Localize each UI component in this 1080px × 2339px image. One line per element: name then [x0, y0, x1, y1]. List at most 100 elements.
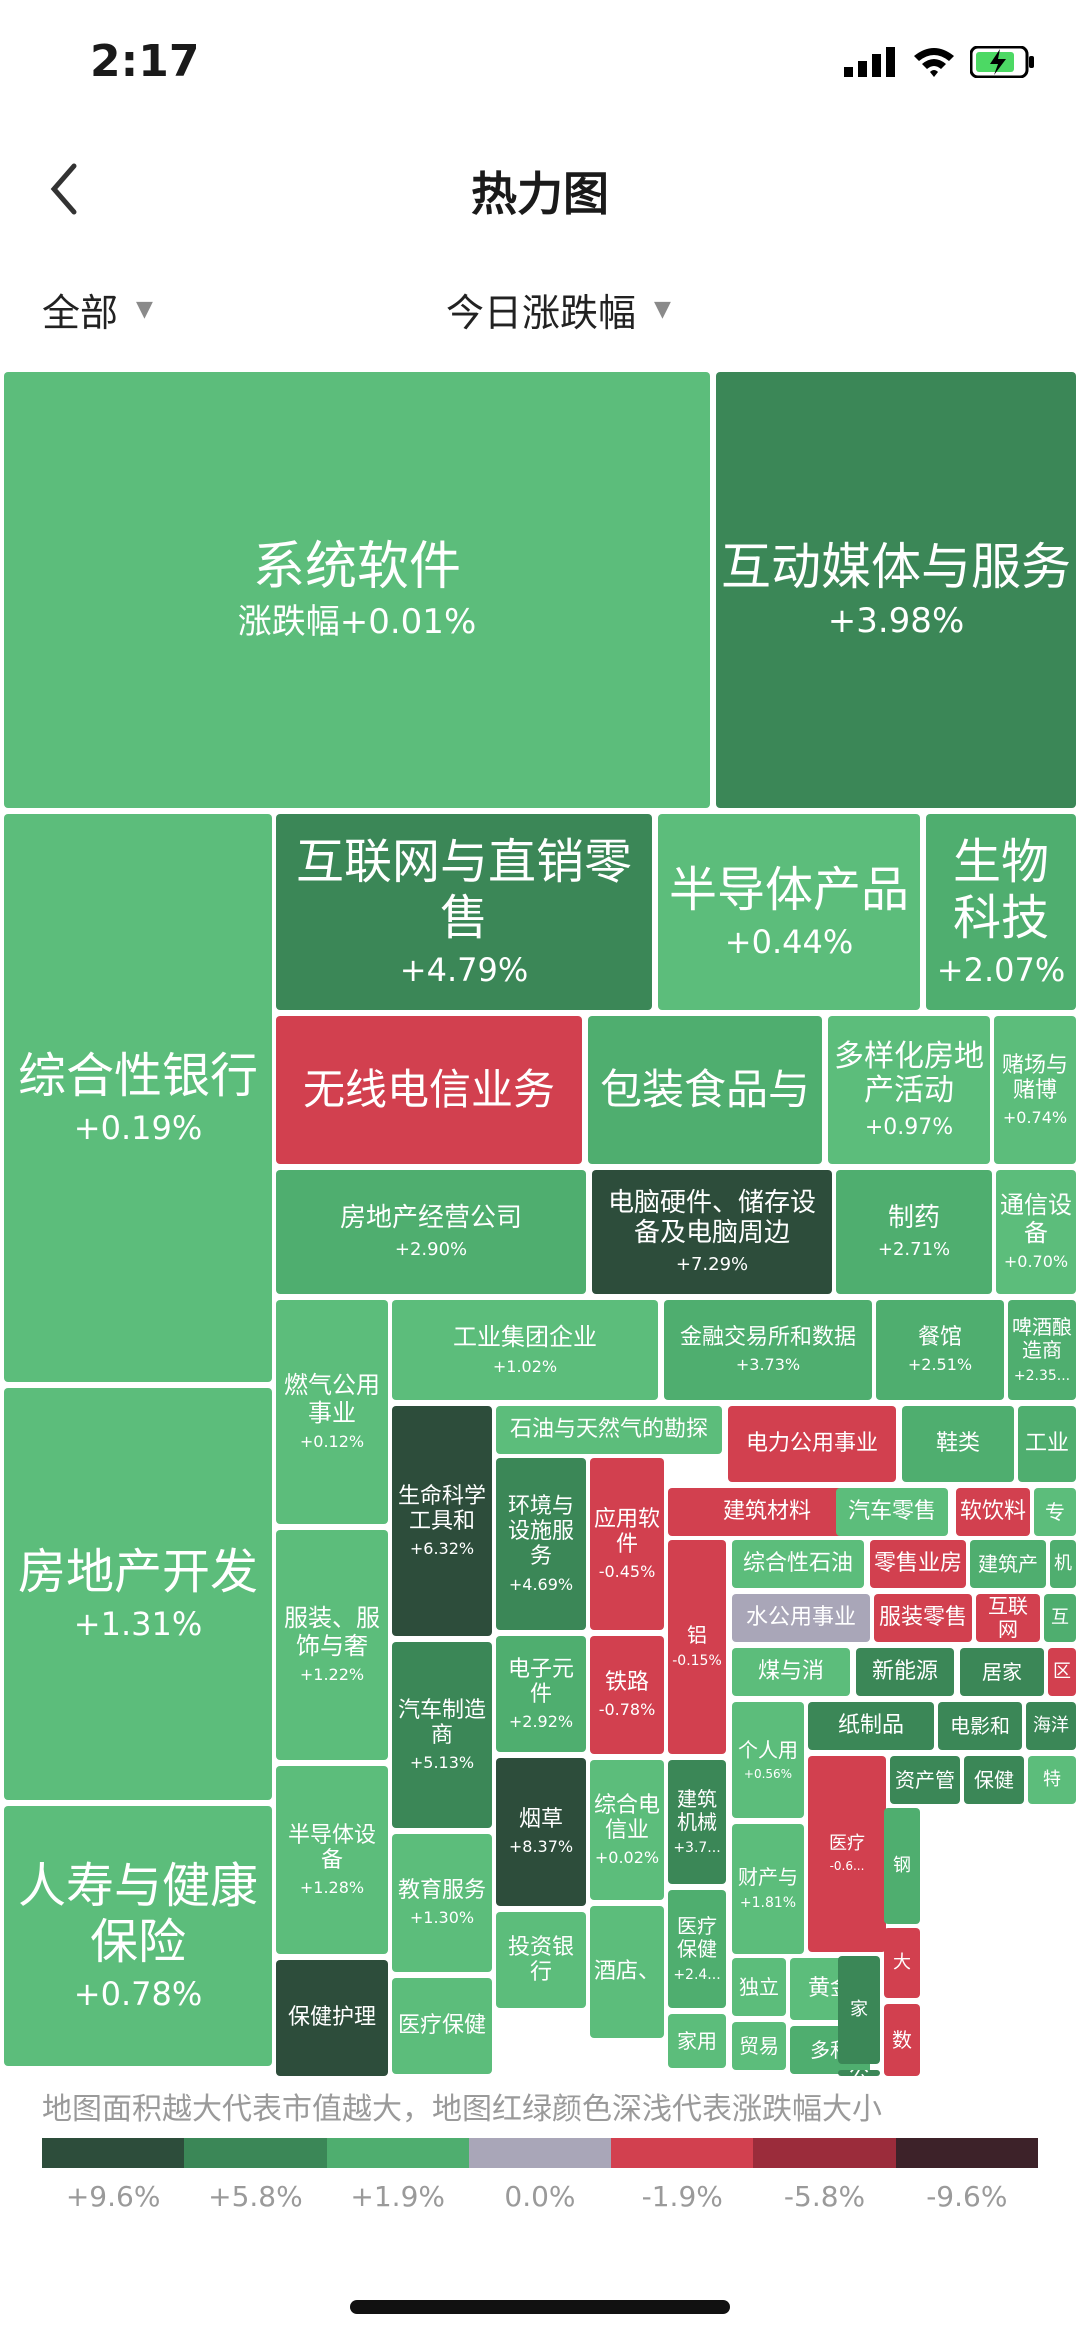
heatmap-tile[interactable]: 个人用 +0.56%	[732, 1702, 804, 1818]
heatmap-tile[interactable]: 汽车制造商 +5.13%	[392, 1642, 492, 1828]
heatmap-tile[interactable]: 教育服务 +1.30%	[392, 1834, 492, 1972]
tile-name: 烟草	[518, 1807, 563, 1833]
heatmap-tile[interactable]: 电力公用事业	[728, 1406, 896, 1482]
heatmap-tile[interactable]: 保健护理	[276, 1960, 388, 2076]
scope-dropdown[interactable]: 全部 ▼	[42, 282, 153, 337]
tile-name: 互动媒体与服务	[721, 537, 1071, 596]
heatmap-tile[interactable]: 人寿与健康保险 +0.78%	[4, 1806, 272, 2066]
heatmap-tile[interactable]: 公	[838, 2070, 880, 2076]
heatmap-tile[interactable]: 新能源	[856, 1648, 954, 1696]
heatmap-tile[interactable]: 电影和	[938, 1702, 1022, 1750]
heatmap-tile[interactable]: 服装、服饰与奢 +1.22%	[276, 1530, 388, 1760]
tile-name: 系统软件	[252, 536, 461, 597]
tile-name: 特	[1043, 1768, 1061, 1790]
heatmap-tile[interactable]: 啤酒酿造商 +2.35...	[1008, 1300, 1076, 1400]
heatmap-tile[interactable]: 水公用事业	[732, 1594, 870, 1642]
heatmap-tile[interactable]: 房地产经营公司 +2.90%	[276, 1170, 586, 1294]
heatmap-tile[interactable]: 生物科技 +2.07%	[926, 814, 1076, 1010]
heatmap-tile[interactable]: 电子元件 +2.92%	[496, 1636, 586, 1752]
heatmap-tile[interactable]: 财产与 +1.81%	[732, 1824, 804, 1954]
heatmap-tile[interactable]: 建筑材料	[668, 1488, 866, 1536]
heatmap-tile[interactable]: 赌场与赌博 +0.74%	[994, 1016, 1076, 1164]
heatmap-tile[interactable]: 数	[884, 2004, 920, 2076]
heatmap-tile[interactable]: 燃气公用事业 +0.12%	[276, 1300, 388, 1524]
heatmap-tile[interactable]: 医疗 -0.6...	[808, 1756, 886, 1952]
heatmap-tile[interactable]: 综合性银行 +0.19%	[4, 814, 272, 1382]
tile-name: 公	[849, 2070, 869, 2076]
heatmap-tile[interactable]: 铝 -0.15%	[668, 1540, 726, 1754]
heatmap-tile[interactable]: 机	[1050, 1540, 1076, 1588]
heatmap-tile[interactable]: 房地产开发 +1.31%	[4, 1388, 272, 1800]
heatmap-tile[interactable]: 钢	[884, 1808, 920, 1924]
heatmap-tile[interactable]: 无线电信业务	[276, 1016, 582, 1164]
tile-name: 石油与天然气的勘探	[509, 1417, 708, 1443]
heatmap-tile[interactable]: 酒店、	[590, 1906, 664, 2038]
tile-name: 无线电信业务	[302, 1064, 555, 1114]
heatmap-tile[interactable]: 互动媒体与服务 +3.98%	[716, 372, 1076, 808]
tile-name: 保健	[974, 1767, 1014, 1792]
heatmap-tile[interactable]: 建筑产	[970, 1540, 1046, 1588]
heatmap-tile[interactable]: 零售业房	[870, 1540, 966, 1588]
heatmap-tile[interactable]: 金融交易所和数据 +3.73%	[664, 1300, 872, 1400]
tile-name: 包装食品与	[599, 1064, 810, 1114]
metric-dropdown[interactable]: 今日涨跌幅 ▼	[446, 282, 671, 337]
tile-name: 建筑产	[978, 1551, 1038, 1576]
heatmap-tile[interactable]: 保健	[964, 1756, 1024, 1804]
heatmap-tile[interactable]: 烟草 +8.37%	[496, 1758, 586, 1906]
heatmap-tile[interactable]: 铁路 -0.78%	[590, 1636, 664, 1754]
tile-name: 半导体设备	[287, 1822, 376, 1873]
heatmap-tile[interactable]: 石油与天然气的勘探	[496, 1406, 722, 1454]
heatmap-tile[interactable]: 工业集团企业 +1.02%	[392, 1300, 658, 1400]
heatmap-tile[interactable]: 软饮料	[956, 1488, 1030, 1536]
heatmap-tile[interactable]: 环境与设施服务 +4.69%	[496, 1458, 586, 1630]
heatmap-tile[interactable]: 汽车零售	[836, 1488, 948, 1536]
heatmap-tile[interactable]: 纸制品	[808, 1702, 934, 1750]
tile-name: 人寿与健康保险	[17, 1858, 258, 1970]
tile-name: 半导体产品	[668, 862, 909, 918]
heatmap-tile[interactable]: 煤与消	[732, 1648, 850, 1696]
heatmap-tile[interactable]: 应用软件 -0.45%	[590, 1458, 664, 1630]
tile-name: 大	[893, 1951, 911, 1973]
heatmap-tile[interactable]: 医疗保健 +2.4...	[668, 1890, 726, 2008]
heatmap-tile[interactable]: 区	[1048, 1648, 1076, 1696]
heatmap-tile[interactable]: 包装食品与	[588, 1016, 822, 1164]
heatmap-tile[interactable]: 互	[1044, 1594, 1076, 1642]
heatmap-tile[interactable]: 半导体设备 +1.28%	[276, 1766, 388, 1954]
heatmap-tile[interactable]: 电脑硬件、储存设备及电脑周边 +7.29%	[592, 1170, 832, 1294]
tile-name: 纸制品	[837, 1713, 904, 1739]
heatmap-tile[interactable]: 多样化房地产活动 +0.97%	[828, 1016, 990, 1164]
tile-change: +0.44%	[724, 923, 854, 962]
scope-label: 全部	[42, 291, 119, 335]
heatmap-tile[interactable]: 服装零售	[874, 1594, 972, 1642]
heatmap-tile[interactable]: 半导体产品 +0.44%	[658, 814, 920, 1010]
heatmap-tile[interactable]: 系统软件 涨跌幅+0.01%	[4, 372, 710, 808]
heatmap-tile[interactable]: 综合电信业 +0.02%	[590, 1760, 664, 1900]
heatmap-tile[interactable]: 互联网与直销零售 +4.79%	[276, 814, 652, 1010]
heatmap-tile[interactable]: 鞋类	[902, 1406, 1014, 1482]
heatmap-tile[interactable]: 海洋	[1026, 1702, 1076, 1750]
heatmap-tile[interactable]: 居家	[960, 1648, 1044, 1696]
heatmap-tile[interactable]: 资产管	[890, 1756, 960, 1804]
heatmap-tile[interactable]: 通信设备 +0.70%	[996, 1170, 1076, 1294]
back-button[interactable]	[48, 162, 88, 222]
tile-name: 财产与	[738, 1865, 798, 1890]
legend-color-bar	[42, 2138, 1038, 2168]
heatmap-tile[interactable]: 贸易	[732, 2022, 786, 2070]
heatmap-tile[interactable]: 工业	[1018, 1406, 1076, 1482]
heatmap-tile[interactable]: 医疗保健	[392, 1978, 492, 2074]
heatmap-tile[interactable]: 生命科学工具和 +6.32%	[392, 1406, 492, 1636]
tile-name: 汽车零售	[847, 1499, 936, 1525]
heatmap-tile[interactable]: 特	[1028, 1756, 1076, 1804]
heatmap-tile[interactable]: 独立	[732, 1958, 786, 2016]
heatmap-tile[interactable]: 餐馆 +2.51%	[876, 1300, 1004, 1400]
heatmap-tile[interactable]: 综合性石油	[732, 1540, 864, 1588]
tile-name: 啤酒酿造商	[1012, 1314, 1072, 1362]
heatmap-tile[interactable]: 家	[838, 1956, 880, 2064]
heatmap-tile[interactable]: 大	[884, 1928, 920, 1998]
heatmap-tile[interactable]: 建筑机械 +3.7...	[668, 1760, 726, 1884]
heatmap-tile[interactable]: 专	[1034, 1488, 1076, 1536]
heatmap-tile[interactable]: 制药 +2.71%	[836, 1170, 992, 1294]
heatmap-tile[interactable]: 家用	[668, 2014, 726, 2068]
heatmap-tile[interactable]: 投资银行	[496, 1912, 586, 2008]
heatmap-tile[interactable]: 互联网	[976, 1594, 1040, 1642]
